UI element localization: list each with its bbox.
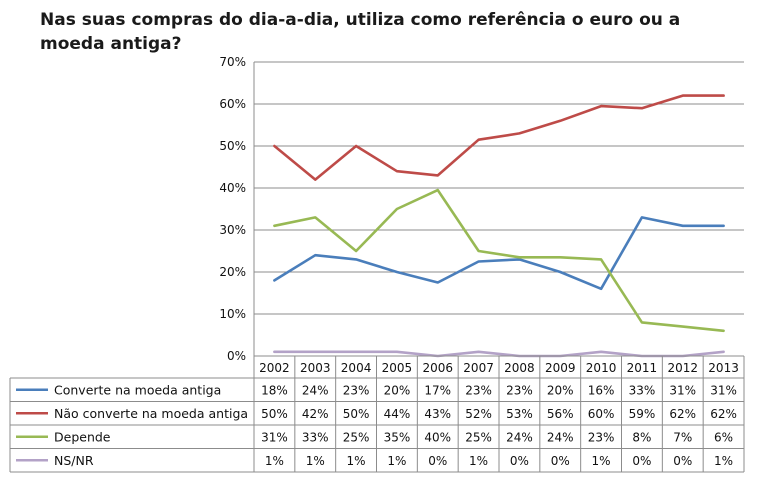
table-cell-value: 0% <box>428 454 447 468</box>
x-tick-label: 2011 <box>627 361 658 375</box>
table-cell-value: 31% <box>710 383 737 397</box>
table-cell-value: 40% <box>424 430 451 444</box>
table-cell-value: 62% <box>669 407 696 421</box>
table-cell-value: 43% <box>424 407 451 421</box>
x-tick-label: 2009 <box>545 361 576 375</box>
table-cell-value: 33% <box>629 383 656 397</box>
table-cell-value: 20% <box>547 383 574 397</box>
legend-label: Converte na moeda antiga <box>54 382 221 397</box>
table-cell-value: 0% <box>673 454 692 468</box>
y-tick-label: 10% <box>219 307 246 321</box>
table-cell-value: 1% <box>347 454 366 468</box>
table-cell-value: 31% <box>669 383 696 397</box>
legend-label: Não converte na moeda antiga <box>54 406 248 421</box>
table-cell-value: 24% <box>506 430 533 444</box>
table-cell-value: 52% <box>465 407 492 421</box>
table-cell-value: 6% <box>714 430 733 444</box>
series-line-4 <box>273 350 725 358</box>
table-cell-value: 17% <box>424 383 451 397</box>
x-tick-label: 2010 <box>586 361 617 375</box>
series-lines <box>273 94 725 358</box>
gridlines <box>254 61 744 357</box>
table-cell-value: 1% <box>469 454 488 468</box>
table-cell-value: 60% <box>588 407 615 421</box>
table-cell-value: 16% <box>588 383 615 397</box>
y-tick-label: 40% <box>219 181 246 195</box>
table-cell-value: 24% <box>547 430 574 444</box>
table-cell-value: 24% <box>302 383 329 397</box>
x-tick-label: 2003 <box>300 361 331 375</box>
x-tick-label: 2007 <box>463 361 494 375</box>
chart-title: Nas suas compras do dia-a-dia, utiliza c… <box>40 10 681 54</box>
legend-label: NS/NR <box>54 453 94 468</box>
table-cell-value: 31% <box>261 430 288 444</box>
table-cell-value: 42% <box>302 407 329 421</box>
series-line-1 <box>273 216 725 291</box>
axes: 0% 10% 20% 30% 40% 50% 60% 70% <box>219 55 255 363</box>
y-tick-label: 0% <box>227 349 246 363</box>
table-cell-value: 7% <box>673 430 692 444</box>
table-cell-value: 1% <box>714 454 733 468</box>
y-tick-label: 60% <box>219 97 246 111</box>
table-cell-value: 20% <box>384 383 411 397</box>
table-cell-value: 0% <box>632 454 651 468</box>
series-line-2 <box>273 94 725 181</box>
table-cell-value: 53% <box>506 407 533 421</box>
table-cell-value: 18% <box>261 383 288 397</box>
table-cell-value: 23% <box>506 383 533 397</box>
y-tick-label: 70% <box>219 55 246 69</box>
data-table: 2002 2003 2004 2005 2006 2007 2008 2009 2010 2011… <box>9 355 745 473</box>
y-tick-label: 20% <box>219 265 246 279</box>
table-cell-value: 25% <box>343 430 370 444</box>
table-cell-value: 23% <box>343 383 370 397</box>
x-tick-label: 2013 <box>708 361 739 375</box>
x-tick-label: 2008 <box>504 361 535 375</box>
table-cell-value: 1% <box>592 454 611 468</box>
table-cell-value: 33% <box>302 430 329 444</box>
table-cell-value: 0% <box>510 454 529 468</box>
table-cell-value: 23% <box>588 430 615 444</box>
table-cell-value: 35% <box>384 430 411 444</box>
table-cell-value: 8% <box>632 430 651 444</box>
table-cell-value: 25% <box>465 430 492 444</box>
y-tick-label: 50% <box>219 139 246 153</box>
table-cell-value: 23% <box>465 383 492 397</box>
y-tick-label: 30% <box>219 223 246 237</box>
table-cell-value: 0% <box>551 454 570 468</box>
table-cell-value: 62% <box>710 407 737 421</box>
x-tick-label: 2012 <box>667 361 698 375</box>
table-cell-value: 1% <box>265 454 284 468</box>
table-cell-value: 50% <box>261 407 288 421</box>
x-tick-label: 2004 <box>341 361 372 375</box>
x-tick-label: 2006 <box>422 361 453 375</box>
x-tick-label: 2002 <box>259 361 290 375</box>
table-cell-value: 1% <box>387 454 406 468</box>
table-cell-value: 56% <box>547 407 574 421</box>
x-tick-label: 2005 <box>382 361 413 375</box>
series-line-3 <box>273 188 725 333</box>
table-cell-value: 44% <box>384 407 411 421</box>
table-cell-value: 1% <box>306 454 325 468</box>
table-cell-value: 59% <box>629 407 656 421</box>
table-cell-value: 50% <box>343 407 370 421</box>
legend-label: Depende <box>54 429 111 444</box>
